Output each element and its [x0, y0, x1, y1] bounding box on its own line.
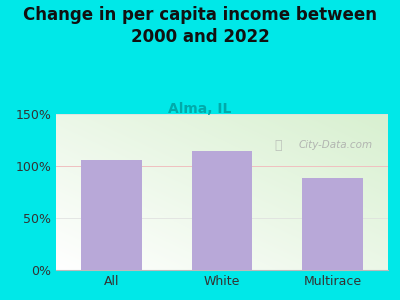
Bar [81, 160, 142, 270]
Text: City-Data.com: City-Data.com [298, 140, 372, 150]
Bar [302, 178, 363, 270]
Text: Alma, IL: Alma, IL [168, 102, 232, 116]
Text: Change in per capita income between
2000 and 2022: Change in per capita income between 2000… [23, 6, 377, 46]
Bar [192, 152, 252, 270]
Text: ⓘ: ⓘ [275, 139, 282, 152]
